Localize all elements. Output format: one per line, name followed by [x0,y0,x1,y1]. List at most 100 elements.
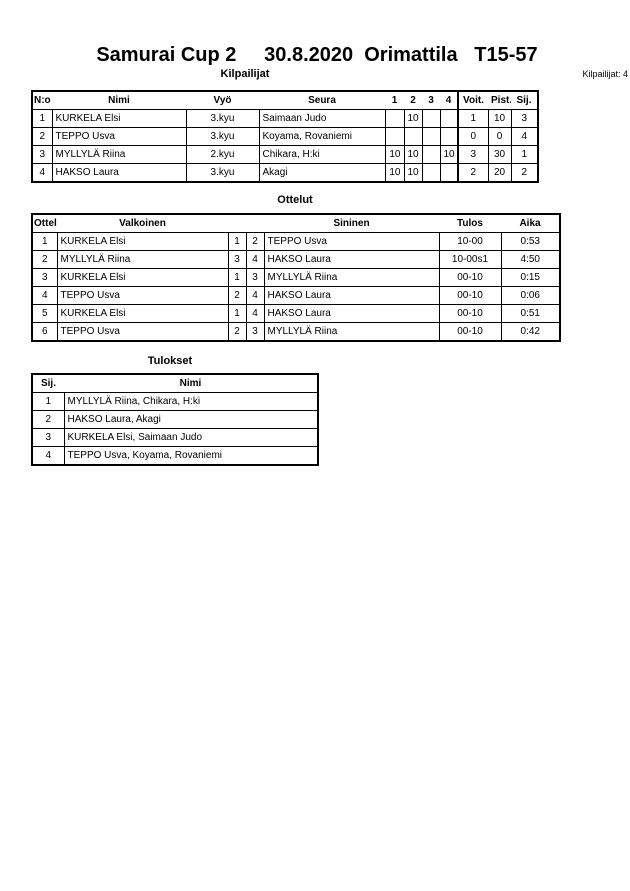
competitors-table: N:o Nimi Vyö Seura 1 2 3 4 Voit. Pist. Sij. 1 KURKE… [31,90,539,183]
col-header: Seura [259,90,385,110]
competitor-name: HAKSO Laura [51,163,187,183]
competitor-place: 2 [510,163,539,183]
match-score [403,127,423,146]
col-header: Pist. [488,90,511,110]
competitor-belt: 3.kyu [185,163,260,183]
competitor-club: Akagi [258,163,386,183]
result-place: 1 [31,392,65,411]
white-name: TEPPO Usva [56,286,229,305]
col-header: N:o [32,90,52,110]
competitor-place: 4 [510,127,539,146]
competitor-club: Chikara, H:ki [258,145,386,164]
result-place: 4 [31,446,65,466]
competitor-number: 3 [31,145,53,164]
blue-number: 4 [245,304,265,323]
table-row: 1 KURKELA Elsi 3.kyu Saimaan Judo 10 1 10 3 [31,109,539,128]
competitor-wins: 3 [457,145,489,164]
match-time: 0:53 [500,232,561,251]
competitor-name: TEPPO Usva [51,127,187,146]
table-row: 4 TEPPO Usva, Koyama, Rovaniemi [31,446,319,466]
white-name: KURKELA Elsi [56,268,229,287]
match-score: 10 [384,145,405,164]
page-title: Samurai Cup 2 30.8.2020 Orimattila T15-5… [96,44,538,66]
competitor-belt: 2.kyu [185,145,260,164]
matches-table: Ottelu Valkoinen Sininen Tulos Aika 1KUR… [31,213,561,342]
white-name: TEPPO Usva [56,322,229,342]
match-result: 00-10 [438,268,502,287]
match-result: 00-10 [438,304,502,323]
match-result: 00-10 [438,286,502,305]
match-score [439,109,459,128]
competitor-place: 3 [510,109,539,128]
match-time: 0:06 [500,286,561,305]
match-score: 10 [439,145,459,164]
competitor-club: Koyama, Rovaniemi [258,127,386,146]
col-header: Nimi [52,90,186,110]
table-row: 3 KURKELA Elsi, Saimaan Judo [31,428,319,447]
col-header: Sij. [32,373,64,393]
competitor-points: 30 [487,145,512,164]
competitor-number: 1 [31,109,53,128]
col-header: Ottelu [32,213,57,233]
result-name: TEPPO Usva, Koyama, Rovaniemi [63,446,319,466]
match-number: 4 [31,286,58,305]
results-table: Sij. Nimi 1 MYLLYLÄ Riina, Chikara, H:ki 2… [31,373,319,466]
table-header: Ottelu Valkoinen Sininen Tulos Aika [32,213,560,233]
match-result: 00-10 [438,322,502,342]
result-name: KURKELA Elsi, Saimaan Judo [63,428,319,447]
white-number: 2 [227,322,247,342]
match-number: 6 [31,322,58,342]
competitor-name: KURKELA Elsi [51,109,187,128]
competitor-number: 4 [31,163,53,183]
blue-number: 3 [245,268,265,287]
competitor-club: Saimaan Judo [258,109,386,128]
blue-number: 4 [245,250,265,269]
match-score [421,145,441,164]
table-row: 2 MYLLYLÄ Riina 3 4 HAKSO Laura 10-00s1 4:50 [31,250,561,269]
white-number: 1 [227,268,247,287]
col-header: 1 [385,90,404,110]
col-header: Aika [501,213,560,233]
table-header: N:o Nimi Vyö Seura 1 2 3 4 Voit. Pist. Sij. [32,90,538,110]
match-score [421,163,441,183]
competitor-name: MYLLYLÄ Riina [51,145,187,164]
match-score: 10 [403,109,423,128]
match-time: 0:42 [500,322,561,342]
match-number: 3 [31,268,58,287]
match-score [421,109,441,128]
table-row: 6 TEPPO Usva 2 3 MYLLYLÄ Riina 00-10 0:42 [31,322,561,342]
competitor-wins: 1 [457,109,489,128]
col-header: Voit. [457,90,488,110]
match-score: 10 [384,163,405,183]
blue-name: MYLLYLÄ Riina [263,268,440,287]
matches-heading: Ottelut [277,194,313,206]
competitor-number: 2 [31,127,53,146]
competitor-points: 10 [487,109,512,128]
col-header: 2 [404,90,422,110]
white-number: 1 [227,304,247,323]
blue-number: 2 [245,232,265,251]
col-header: 3 [422,90,440,110]
match-time: 4:50 [500,250,561,269]
match-number: 5 [31,304,58,323]
match-time: 0:51 [500,304,561,323]
competitors-heading: Kilpailijat [220,68,270,80]
match-time: 0:15 [500,268,561,287]
match-result: 10-00s1 [438,250,502,269]
competitor-belt: 3.kyu [185,109,260,128]
match-score [384,127,405,146]
result-place: 3 [31,428,65,447]
white-number: 2 [227,286,247,305]
white-number: 1 [227,232,247,251]
table-row: 2 TEPPO Usva 3.kyu Koyama, Rovaniemi 0 0 4 [31,127,539,146]
match-score: 10 [403,163,423,183]
white-number: 3 [227,250,247,269]
competitor-points: 20 [487,163,512,183]
match-score [384,109,405,128]
blue-name: HAKSO Laura [263,286,440,305]
col-header: Sininen [264,213,439,233]
table-row: 1 KURKELA Elsi 1 2 TEPPO Usva 10-00 0:53 [31,232,561,251]
blue-name: TEPPO Usva [263,232,440,251]
results-heading: Tulokset [147,355,193,367]
